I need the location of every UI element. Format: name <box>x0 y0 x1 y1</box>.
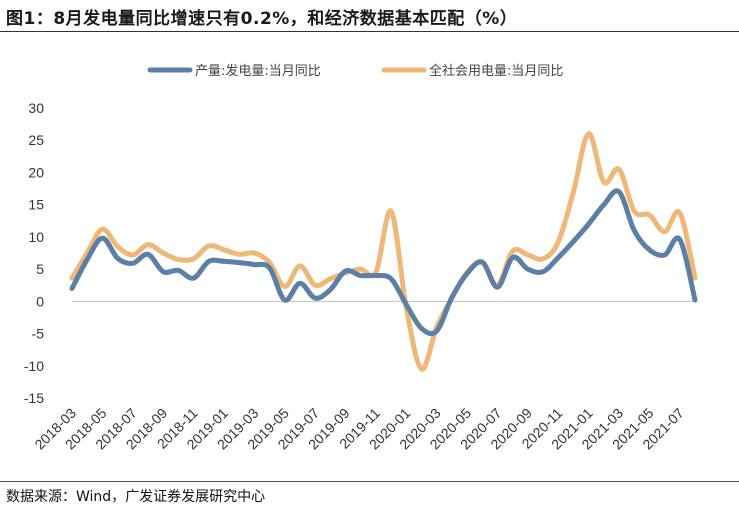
series-line-electricity-consumption <box>69 131 698 372</box>
y-tick-label: -5 <box>32 326 45 342</box>
y-tick-label: 5 <box>36 261 44 277</box>
legend-electricity-consumption-label: 全社会用电量:当月同比 <box>429 63 563 79</box>
y-tick-label: 30 <box>28 100 44 116</box>
y-tick-label: -15 <box>24 390 44 406</box>
chart-title: 图1：8月发电量同比增速只有0.2%，和经济数据基本匹配（%） <box>6 9 518 29</box>
source-note: 数据来源：Wind，广发证券发展研究中心 <box>6 489 266 505</box>
footer-divider <box>0 481 739 482</box>
y-tick-label: 0 <box>36 293 44 309</box>
legend-power-output-label: 产量:发电量:当月同比 <box>195 63 321 79</box>
title-divider <box>0 31 739 32</box>
y-tick-label: -10 <box>24 358 44 374</box>
y-tick-label: 25 <box>28 132 44 148</box>
y-tick-label: 20 <box>28 164 44 180</box>
line-chart: -15-10-50510152025302018-032018-052018-0… <box>24 63 698 452</box>
y-tick-label: 15 <box>28 197 44 213</box>
y-tick-label: 10 <box>28 229 44 245</box>
series-line-power-output <box>69 188 698 337</box>
